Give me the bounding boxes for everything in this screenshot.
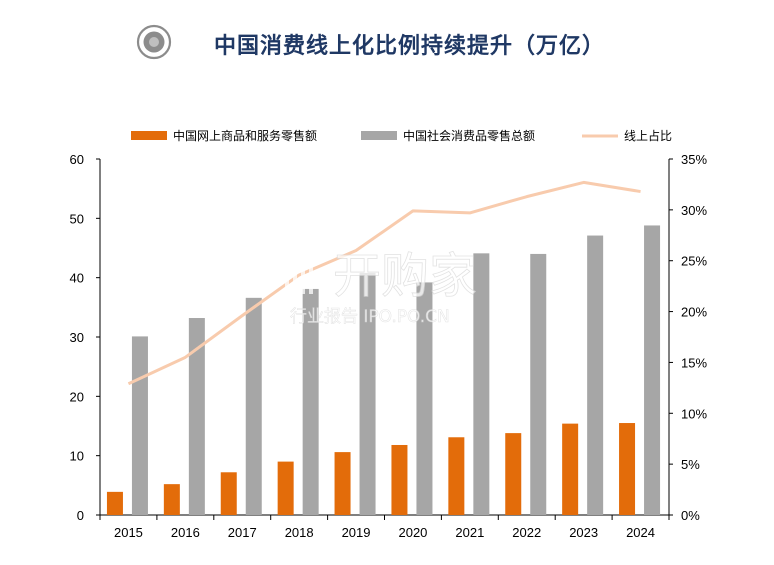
y-right-tick-label: 30% <box>681 203 707 218</box>
watermark-sub: 行业报告 IPO.PO.CN <box>290 307 450 327</box>
y-right-tick-label: 10% <box>681 406 707 421</box>
total-retail-bar <box>359 272 376 515</box>
online-sales-bar <box>277 461 294 515</box>
x-tick-label: 2018 <box>285 525 314 540</box>
online-sales-bar <box>619 423 636 515</box>
legend-online-sales-swatch <box>131 131 167 140</box>
legend: 中国网上商品和服务零售额 中国社会消费品零售总额 线上占比 <box>131 128 672 143</box>
y-right-tick-label: 5% <box>681 457 700 472</box>
y-left-tick-label: 50 <box>70 211 84 226</box>
y-right-tick-label: 0% <box>681 508 700 523</box>
ratio-line-path <box>127 180 641 386</box>
axes: 0 10 20 30 40 50 60 0% 5% 10% 15% 20% 25% 30% 35% 2015 2… <box>70 152 708 540</box>
x-tick-label: 2015 <box>114 525 143 540</box>
x-tick-label: 2016 <box>171 525 200 540</box>
y-right-tick-label: 20% <box>681 305 707 320</box>
y-left-tick-label: 0 <box>77 508 84 523</box>
legend-total-retail-label: 中国社会消费品零售总额 <box>403 128 535 143</box>
y-right-tick-label: 35% <box>681 152 707 167</box>
x-tick-label: 2024 <box>626 525 655 540</box>
title-row: 中国消费线上化比例持续提升（万亿） <box>0 22 774 62</box>
online-sales-bar <box>163 484 180 515</box>
y-left-tick-label: 40 <box>70 271 84 286</box>
legend-ratio-label: 线上占比 <box>624 128 672 143</box>
y-left-tick-label: 20 <box>70 389 84 404</box>
online-sales-bar <box>220 472 237 515</box>
total-retail-bar <box>473 253 490 515</box>
total-retail-bar <box>644 225 661 515</box>
online-sales-bar <box>505 433 522 515</box>
watermark-logo-icon <box>281 242 341 294</box>
target-icon <box>136 24 172 60</box>
x-tick-label: 2022 <box>512 525 541 540</box>
y-left-tick-label: 60 <box>70 152 84 167</box>
total-retail-bar <box>530 253 547 515</box>
total-retail-bar <box>188 318 205 515</box>
x-tick-label: 2023 <box>569 525 598 540</box>
online-sales-bar <box>106 491 123 515</box>
chart-title: 中国消费线上化比例持续提升（万亿） <box>214 34 606 59</box>
legend-total-retail-swatch <box>361 131 397 140</box>
total-retail-bar <box>131 336 148 515</box>
x-tick-label: 2021 <box>455 525 484 540</box>
watermark: 开购家 行业报告 IPO.PO.CN <box>281 242 477 327</box>
x-tick-label: 2020 <box>398 525 427 540</box>
bars <box>106 225 661 516</box>
online-sales-bar <box>391 444 408 515</box>
x-tick-label: 2019 <box>342 525 371 540</box>
total-retail-bar <box>587 235 604 516</box>
online-sales-bar <box>448 437 465 515</box>
y-left-tick-label: 10 <box>70 449 84 464</box>
total-retail-bar <box>302 288 319 515</box>
legend-online-sales-label: 中国网上商品和服务零售额 <box>173 128 317 143</box>
watermark-main: 开购家 <box>333 248 477 304</box>
y-right-tick-label: 25% <box>681 254 707 269</box>
x-tick-label: 2017 <box>228 525 257 540</box>
total-retail-bar <box>245 297 262 515</box>
ratio-line <box>127 180 641 386</box>
total-retail-bar <box>416 282 433 515</box>
online-sales-bar <box>334 452 351 515</box>
y-right-tick-label: 15% <box>681 355 707 370</box>
y-left-tick-label: 30 <box>70 330 84 345</box>
online-sales-bar <box>562 423 579 515</box>
